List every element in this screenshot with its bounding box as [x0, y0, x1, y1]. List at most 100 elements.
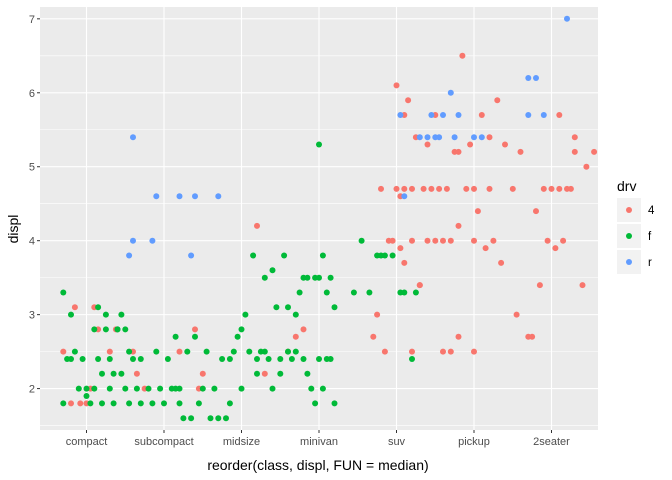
- data-point-4: [478, 112, 485, 118]
- data-point-f: [102, 311, 109, 318]
- data-point-4: [498, 259, 505, 266]
- y-tick-label: 7: [29, 14, 35, 26]
- x-tick-label: 2seater: [533, 436, 570, 448]
- data-point-4: [490, 237, 497, 244]
- data-point-4: [393, 82, 400, 89]
- data-point-f: [269, 267, 276, 274]
- data-point-4: [378, 185, 384, 192]
- data-point-4: [471, 237, 477, 244]
- data-point-f: [312, 400, 319, 407]
- data-point-f: [238, 326, 245, 333]
- data-point-f: [366, 289, 373, 296]
- legend-label-r: r: [648, 257, 652, 269]
- data-point-r: [130, 237, 136, 244]
- data-point-f: [99, 370, 105, 377]
- data-point-f: [234, 333, 241, 340]
- data-point-f: [323, 289, 330, 296]
- data-point-f: [304, 370, 311, 377]
- data-point-f: [277, 370, 284, 377]
- data-point-f: [91, 326, 98, 333]
- data-point-4: [474, 208, 481, 215]
- data-point-r: [424, 134, 431, 141]
- x-tick-label: midsize: [223, 436, 260, 448]
- data-point-r: [478, 134, 485, 141]
- x-axis: compact subcompact midsize minivan suv pickup…: [66, 430, 570, 448]
- data-point-f: [137, 400, 144, 407]
- data-point-4: [133, 370, 140, 377]
- data-point-4: [254, 222, 260, 229]
- data-point-4: [494, 97, 501, 104]
- data-point-r: [525, 75, 532, 81]
- data-point-r: [540, 112, 547, 118]
- data-point-4: [261, 370, 268, 377]
- data-point-4: [397, 245, 404, 252]
- data-point-r: [192, 193, 198, 200]
- data-point-f: [157, 385, 164, 392]
- data-point-4: [409, 237, 415, 244]
- data-point-f: [211, 385, 218, 392]
- data-point-f: [285, 304, 291, 311]
- y-tick-label: 2: [29, 384, 35, 396]
- data-point-4: [455, 222, 462, 229]
- data-point-f: [106, 385, 113, 392]
- y-axis: 2 3 4 5 6 7: [29, 14, 40, 396]
- data-point-4: [548, 185, 555, 192]
- data-point-f: [358, 237, 365, 244]
- data-point-4: [502, 141, 508, 148]
- data-point-4: [517, 148, 524, 155]
- data-point-r: [440, 112, 446, 118]
- data-point-f: [110, 370, 117, 377]
- data-point-r: [525, 112, 532, 118]
- data-points: [60, 15, 598, 422]
- data-point-4: [583, 163, 590, 170]
- data-point-4: [443, 185, 450, 192]
- data-point-f: [250, 252, 257, 259]
- data-point-f: [106, 356, 113, 362]
- x-tick-label: suv: [388, 436, 406, 448]
- data-point-r: [428, 112, 435, 118]
- data-point-f: [60, 289, 67, 296]
- data-point-4: [471, 348, 477, 355]
- data-point-f: [195, 400, 202, 407]
- legend-title: drv: [617, 178, 636, 194]
- data-point-f: [316, 274, 322, 281]
- data-point-f: [281, 252, 288, 259]
- data-point-f: [188, 415, 195, 422]
- data-point-f: [95, 304, 102, 311]
- data-point-4: [60, 348, 67, 355]
- data-point-4: [455, 148, 462, 155]
- data-point-r: [533, 75, 539, 81]
- data-point-4: [71, 304, 78, 311]
- data-point-f: [389, 252, 396, 259]
- data-point-4: [556, 185, 563, 192]
- y-tick-label: 5: [29, 162, 35, 174]
- data-point-4: [440, 348, 446, 355]
- data-point-f: [219, 356, 226, 362]
- data-point-f: [230, 348, 237, 355]
- data-point-4: [370, 333, 377, 340]
- data-point-f: [176, 385, 183, 392]
- data-point-r: [149, 237, 156, 244]
- data-point-f: [118, 370, 125, 377]
- data-point-4: [567, 185, 574, 192]
- data-point-f: [118, 311, 125, 318]
- data-point-f: [254, 356, 260, 362]
- data-point-f: [316, 141, 322, 148]
- data-point-4: [192, 326, 198, 333]
- data-point-f: [137, 356, 144, 362]
- data-point-f: [176, 400, 183, 407]
- data-point-4: [401, 185, 408, 192]
- legend-label-4: 4: [648, 205, 655, 217]
- x-tick-label: minivan: [300, 436, 338, 448]
- data-point-f: [153, 348, 160, 355]
- data-point-f: [226, 356, 233, 362]
- data-point-4: [509, 185, 516, 192]
- data-point-r: [416, 134, 423, 141]
- x-tick-label: pickup: [458, 436, 490, 448]
- data-point-r: [188, 252, 195, 259]
- data-point-4: [556, 112, 563, 118]
- data-point-4: [420, 185, 427, 192]
- data-point-r: [455, 112, 462, 118]
- data-point-4: [560, 237, 567, 244]
- data-point-4: [416, 282, 423, 289]
